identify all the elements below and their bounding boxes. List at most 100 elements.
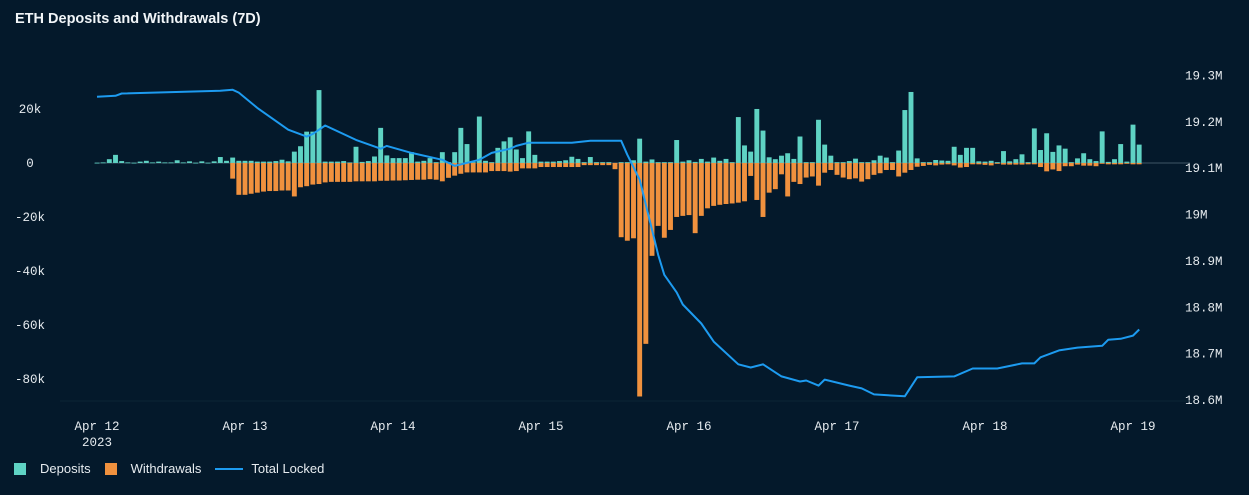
withdrawal-bar[interactable]	[433, 162, 439, 180]
withdrawal-bar[interactable]	[1001, 162, 1006, 165]
deposit-bar[interactable]	[557, 161, 562, 163]
deposit-bar[interactable]	[242, 160, 248, 163]
withdrawal-bar[interactable]	[1013, 162, 1019, 165]
withdrawal-bar[interactable]	[1118, 162, 1124, 165]
deposit-bar[interactable]	[920, 162, 926, 163]
deposit-bar[interactable]	[304, 131, 310, 163]
withdrawal-bar[interactable]	[328, 162, 334, 182]
withdrawal-bar[interactable]	[964, 162, 969, 168]
withdrawal-bar[interactable]	[643, 162, 649, 344]
deposit-bar[interactable]	[538, 161, 544, 163]
withdrawal-bar[interactable]	[415, 162, 421, 180]
withdrawal-bar[interactable]	[711, 162, 717, 206]
withdrawal-bar[interactable]	[618, 162, 624, 238]
deposit-bar[interactable]	[174, 160, 180, 163]
withdrawal-bar[interactable]	[933, 162, 939, 166]
withdrawal-bar[interactable]	[668, 162, 673, 230]
withdrawal-bar[interactable]	[1044, 162, 1050, 172]
withdrawal-bar[interactable]	[1068, 162, 1074, 167]
deposit-bar[interactable]	[649, 159, 655, 163]
deposit-bar[interactable]	[705, 161, 710, 163]
deposit-bar[interactable]	[544, 161, 550, 163]
deposit-bar[interactable]	[396, 158, 402, 163]
withdrawal-bar[interactable]	[341, 162, 347, 182]
withdrawal-bar[interactable]	[655, 162, 661, 226]
withdrawal-bar[interactable]	[310, 162, 316, 185]
deposit-bar[interactable]	[248, 160, 254, 163]
deposit-bar[interactable]	[643, 161, 649, 163]
withdrawal-bar[interactable]	[803, 162, 809, 178]
deposit-bar[interactable]	[520, 158, 525, 163]
deposit-bar[interactable]	[933, 159, 939, 163]
deposit-bar[interactable]	[957, 154, 963, 163]
withdrawal-bar[interactable]	[520, 162, 525, 169]
withdrawal-bar[interactable]	[828, 162, 834, 170]
deposit-bar[interactable]	[631, 160, 636, 163]
deposit-bar[interactable]	[489, 162, 495, 163]
withdrawal-bar[interactable]	[230, 162, 236, 179]
withdrawal-bar[interactable]	[1075, 162, 1080, 165]
withdrawal-bar[interactable]	[261, 162, 266, 192]
deposit-bar[interactable]	[976, 161, 982, 163]
deposit-bar[interactable]	[273, 161, 279, 163]
deposit-bar[interactable]	[569, 156, 575, 163]
withdrawal-bar[interactable]	[606, 162, 612, 166]
withdrawal-bar[interactable]	[976, 162, 982, 165]
deposit-bar[interactable]	[236, 160, 242, 163]
deposit-bar[interactable]	[994, 162, 1000, 163]
deposit-bar[interactable]	[495, 147, 501, 163]
withdrawal-bar[interactable]	[489, 162, 495, 172]
deposit-bar[interactable]	[335, 161, 340, 163]
withdrawal-bar[interactable]	[335, 162, 340, 182]
deposit-bar[interactable]	[384, 155, 390, 163]
withdrawal-bar[interactable]	[624, 162, 630, 241]
deposit-bar[interactable]	[970, 147, 976, 163]
deposit-bar[interactable]	[1013, 159, 1019, 163]
withdrawal-bar[interactable]	[298, 162, 303, 188]
deposit-bar[interactable]	[1081, 153, 1087, 163]
withdrawal-bar[interactable]	[347, 162, 353, 182]
withdrawal-bar[interactable]	[723, 162, 729, 205]
withdrawal-bar[interactable]	[902, 162, 908, 173]
withdrawal-bar[interactable]	[532, 162, 538, 169]
deposit-bar[interactable]	[119, 161, 125, 163]
deposit-bar[interactable]	[883, 157, 889, 163]
withdrawal-bar[interactable]	[840, 162, 846, 178]
deposit-bar[interactable]	[322, 161, 328, 163]
deposit-bar[interactable]	[846, 161, 852, 163]
deposit-bar[interactable]	[372, 156, 377, 163]
deposit-bar[interactable]	[427, 158, 433, 163]
deposit-bar[interactable]	[1001, 151, 1006, 163]
deposit-bar[interactable]	[1062, 148, 1068, 163]
withdrawal-bar[interactable]	[464, 162, 470, 173]
withdrawal-bar[interactable]	[396, 162, 402, 181]
deposit-bar[interactable]	[439, 152, 445, 163]
withdrawal-bar[interactable]	[575, 162, 581, 168]
deposit-bar[interactable]	[1068, 162, 1074, 163]
deposit-bar[interactable]	[156, 161, 162, 163]
deposit-bar[interactable]	[624, 162, 630, 163]
deposit-bar[interactable]	[94, 162, 100, 164]
withdrawal-bar[interactable]	[267, 162, 273, 192]
deposit-bar[interactable]	[279, 159, 285, 163]
withdrawal-bar[interactable]	[951, 162, 957, 166]
withdrawal-bar[interactable]	[631, 162, 636, 239]
withdrawal-bar[interactable]	[458, 162, 464, 174]
withdrawal-bar[interactable]	[742, 162, 747, 202]
deposit-bar[interactable]	[581, 162, 587, 163]
deposit-bar[interactable]	[254, 161, 260, 163]
withdrawal-bar[interactable]	[378, 162, 384, 181]
withdrawal-bar[interactable]	[390, 162, 396, 181]
deposit-bar[interactable]	[661, 162, 667, 163]
withdrawal-bar[interactable]	[853, 162, 858, 179]
deposit-bar[interactable]	[674, 140, 680, 163]
deposit-bar[interactable]	[458, 127, 464, 163]
withdrawal-bar[interactable]	[1087, 162, 1093, 166]
withdrawal-bar[interactable]	[365, 162, 371, 182]
withdrawal-bar[interactable]	[594, 162, 599, 166]
withdrawal-bar[interactable]	[501, 162, 507, 172]
withdrawal-bar[interactable]	[587, 162, 593, 166]
withdrawal-bar[interactable]	[1093, 162, 1099, 167]
deposit-bar[interactable]	[365, 161, 371, 163]
withdrawal-bar[interactable]	[600, 162, 606, 166]
